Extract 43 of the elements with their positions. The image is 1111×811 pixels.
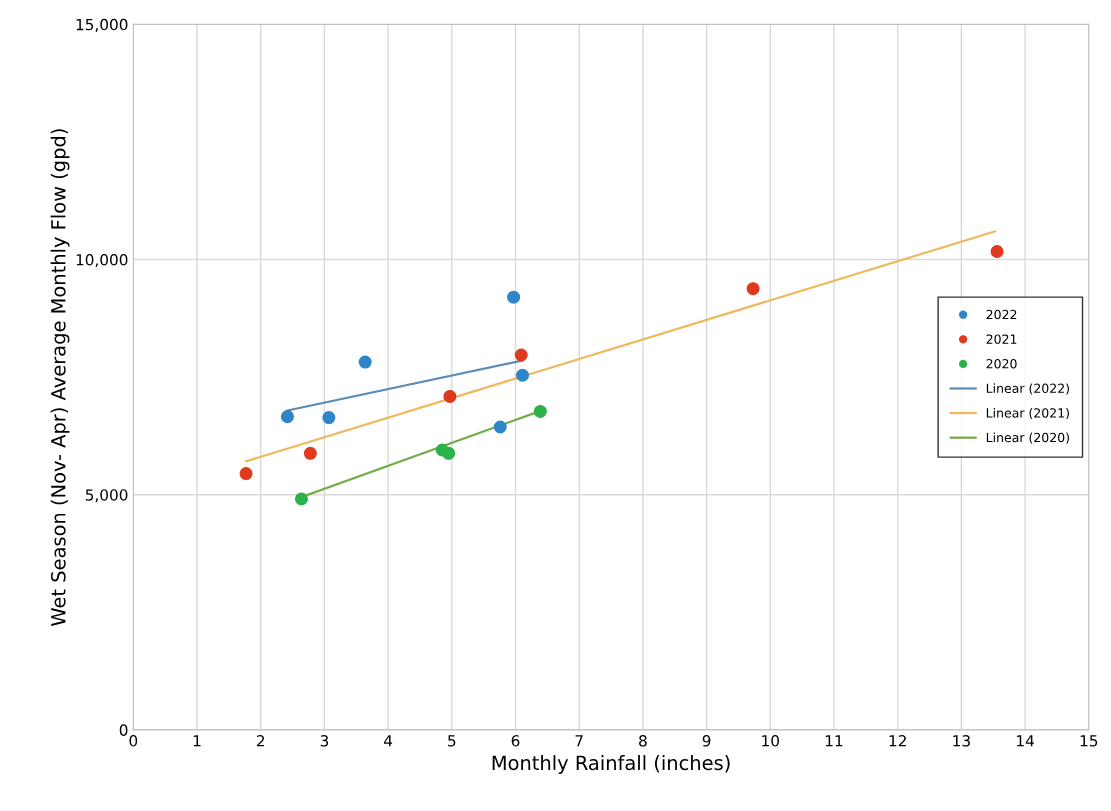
point xyxy=(303,446,317,460)
y-tick-label: 10,000 xyxy=(76,253,128,268)
x-tick-label: 1 xyxy=(193,735,201,747)
point xyxy=(280,410,294,424)
point xyxy=(358,355,372,369)
legend-label: 2021 xyxy=(986,334,1017,344)
x-tick-label: 12 xyxy=(889,735,906,747)
point xyxy=(746,282,760,296)
point xyxy=(990,245,1004,259)
x-tick-label: 10 xyxy=(762,735,779,747)
legend-label: Linear (2022) xyxy=(986,383,1069,395)
x-tick-label: 2 xyxy=(256,735,265,747)
x-tick-label: 4 xyxy=(384,735,393,747)
point xyxy=(516,368,530,382)
x-tick-label: 8 xyxy=(639,735,647,747)
y-tick-label: 0 xyxy=(119,724,128,736)
x-tick-label: 9 xyxy=(702,735,711,747)
x-tick-label: 15 xyxy=(1080,735,1098,747)
x-axis-title: Monthly Rainfall (inches) xyxy=(492,755,730,774)
x-tick-label: 5 xyxy=(448,735,456,747)
point xyxy=(239,467,253,481)
y-tick-label: 15,000 xyxy=(76,18,128,32)
x-tick-label: 3 xyxy=(320,735,329,747)
legend-label: 2020 xyxy=(986,358,1017,369)
legend-label: 2022 xyxy=(986,309,1017,320)
y-axis-title: Wet Season (Nov- Apr) Average Monthly Flow (gpd) xyxy=(50,129,70,626)
point xyxy=(493,420,507,434)
y-tick-label: 5,000 xyxy=(85,489,128,503)
point xyxy=(533,404,547,418)
x-tick-label: 14 xyxy=(1017,735,1034,747)
point xyxy=(443,389,457,403)
point xyxy=(507,290,521,304)
point xyxy=(514,348,528,362)
x-tick-label: 11 xyxy=(825,735,843,747)
point xyxy=(294,492,308,506)
x-tick-label: 6 xyxy=(511,735,520,747)
x-tick-label: 13 xyxy=(953,735,970,747)
x-tick-label: 0 xyxy=(129,735,138,747)
legend-label: Linear (2020) xyxy=(986,432,1069,444)
legend-label: Linear (2021) xyxy=(986,407,1069,420)
x-tick-label: 7 xyxy=(575,735,583,747)
point xyxy=(442,446,456,460)
point xyxy=(322,411,336,425)
